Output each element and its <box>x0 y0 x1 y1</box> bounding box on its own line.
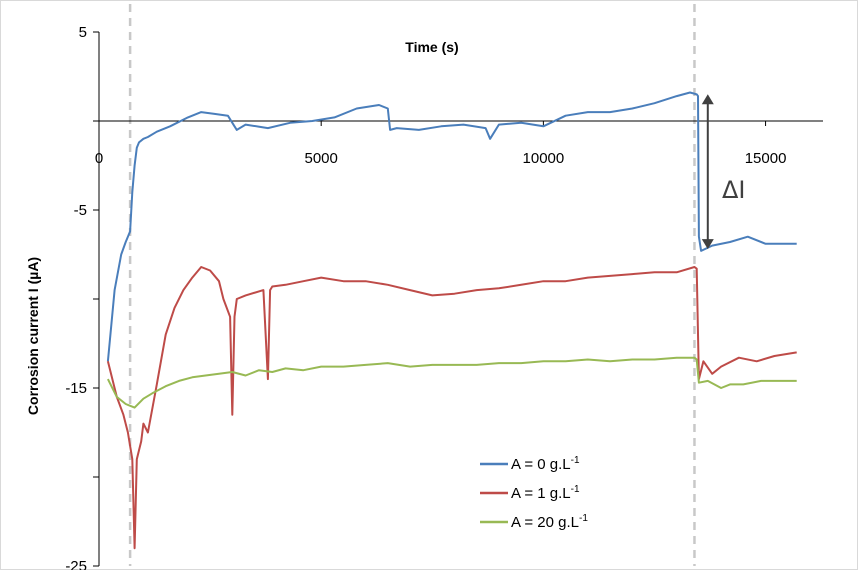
x-tick-label: 15000 <box>745 150 787 167</box>
x-tick-label: 10000 <box>523 150 565 167</box>
series-line-2 <box>106 266 797 550</box>
series-line-3 <box>107 356 797 409</box>
series-lines <box>106 91 797 550</box>
y-tick-label: 5 <box>79 24 87 41</box>
y-axis-ticks: 5 -5 -15 -25 <box>65 24 99 570</box>
y-tick-label: -15 <box>65 380 87 397</box>
legend-label-2: A = 1 g.L-1 <box>511 484 580 502</box>
x-axis-title: Time (s) <box>405 39 458 55</box>
legend: A = 0 g.L-1 A = 1 g.L-1 A = 20 g.L-1 <box>480 455 588 531</box>
delta-i-annotation: ΔI <box>701 94 746 250</box>
delta-i-arrow-head-top <box>701 94 714 105</box>
x-axis-ticks: 0 5000 10000 15000 <box>95 121 787 167</box>
x-tick-label: 0 <box>95 150 103 167</box>
y-axis-title: Corrosion current I (µA) <box>25 257 41 415</box>
y-tick-label: -5 <box>74 202 87 219</box>
series-line-1 <box>106 91 797 362</box>
delta-i-label: ΔI <box>722 176 746 204</box>
dashed-reference-lines <box>128 4 696 566</box>
x-tick-label: 5000 <box>305 150 338 167</box>
legend-label-3: A = 20 g.L-1 <box>511 513 588 531</box>
delta-i-arrow-head-bottom <box>701 239 714 250</box>
legend-label-1: A = 0 g.L-1 <box>511 455 580 473</box>
y-tick-label: -25 <box>65 558 87 570</box>
